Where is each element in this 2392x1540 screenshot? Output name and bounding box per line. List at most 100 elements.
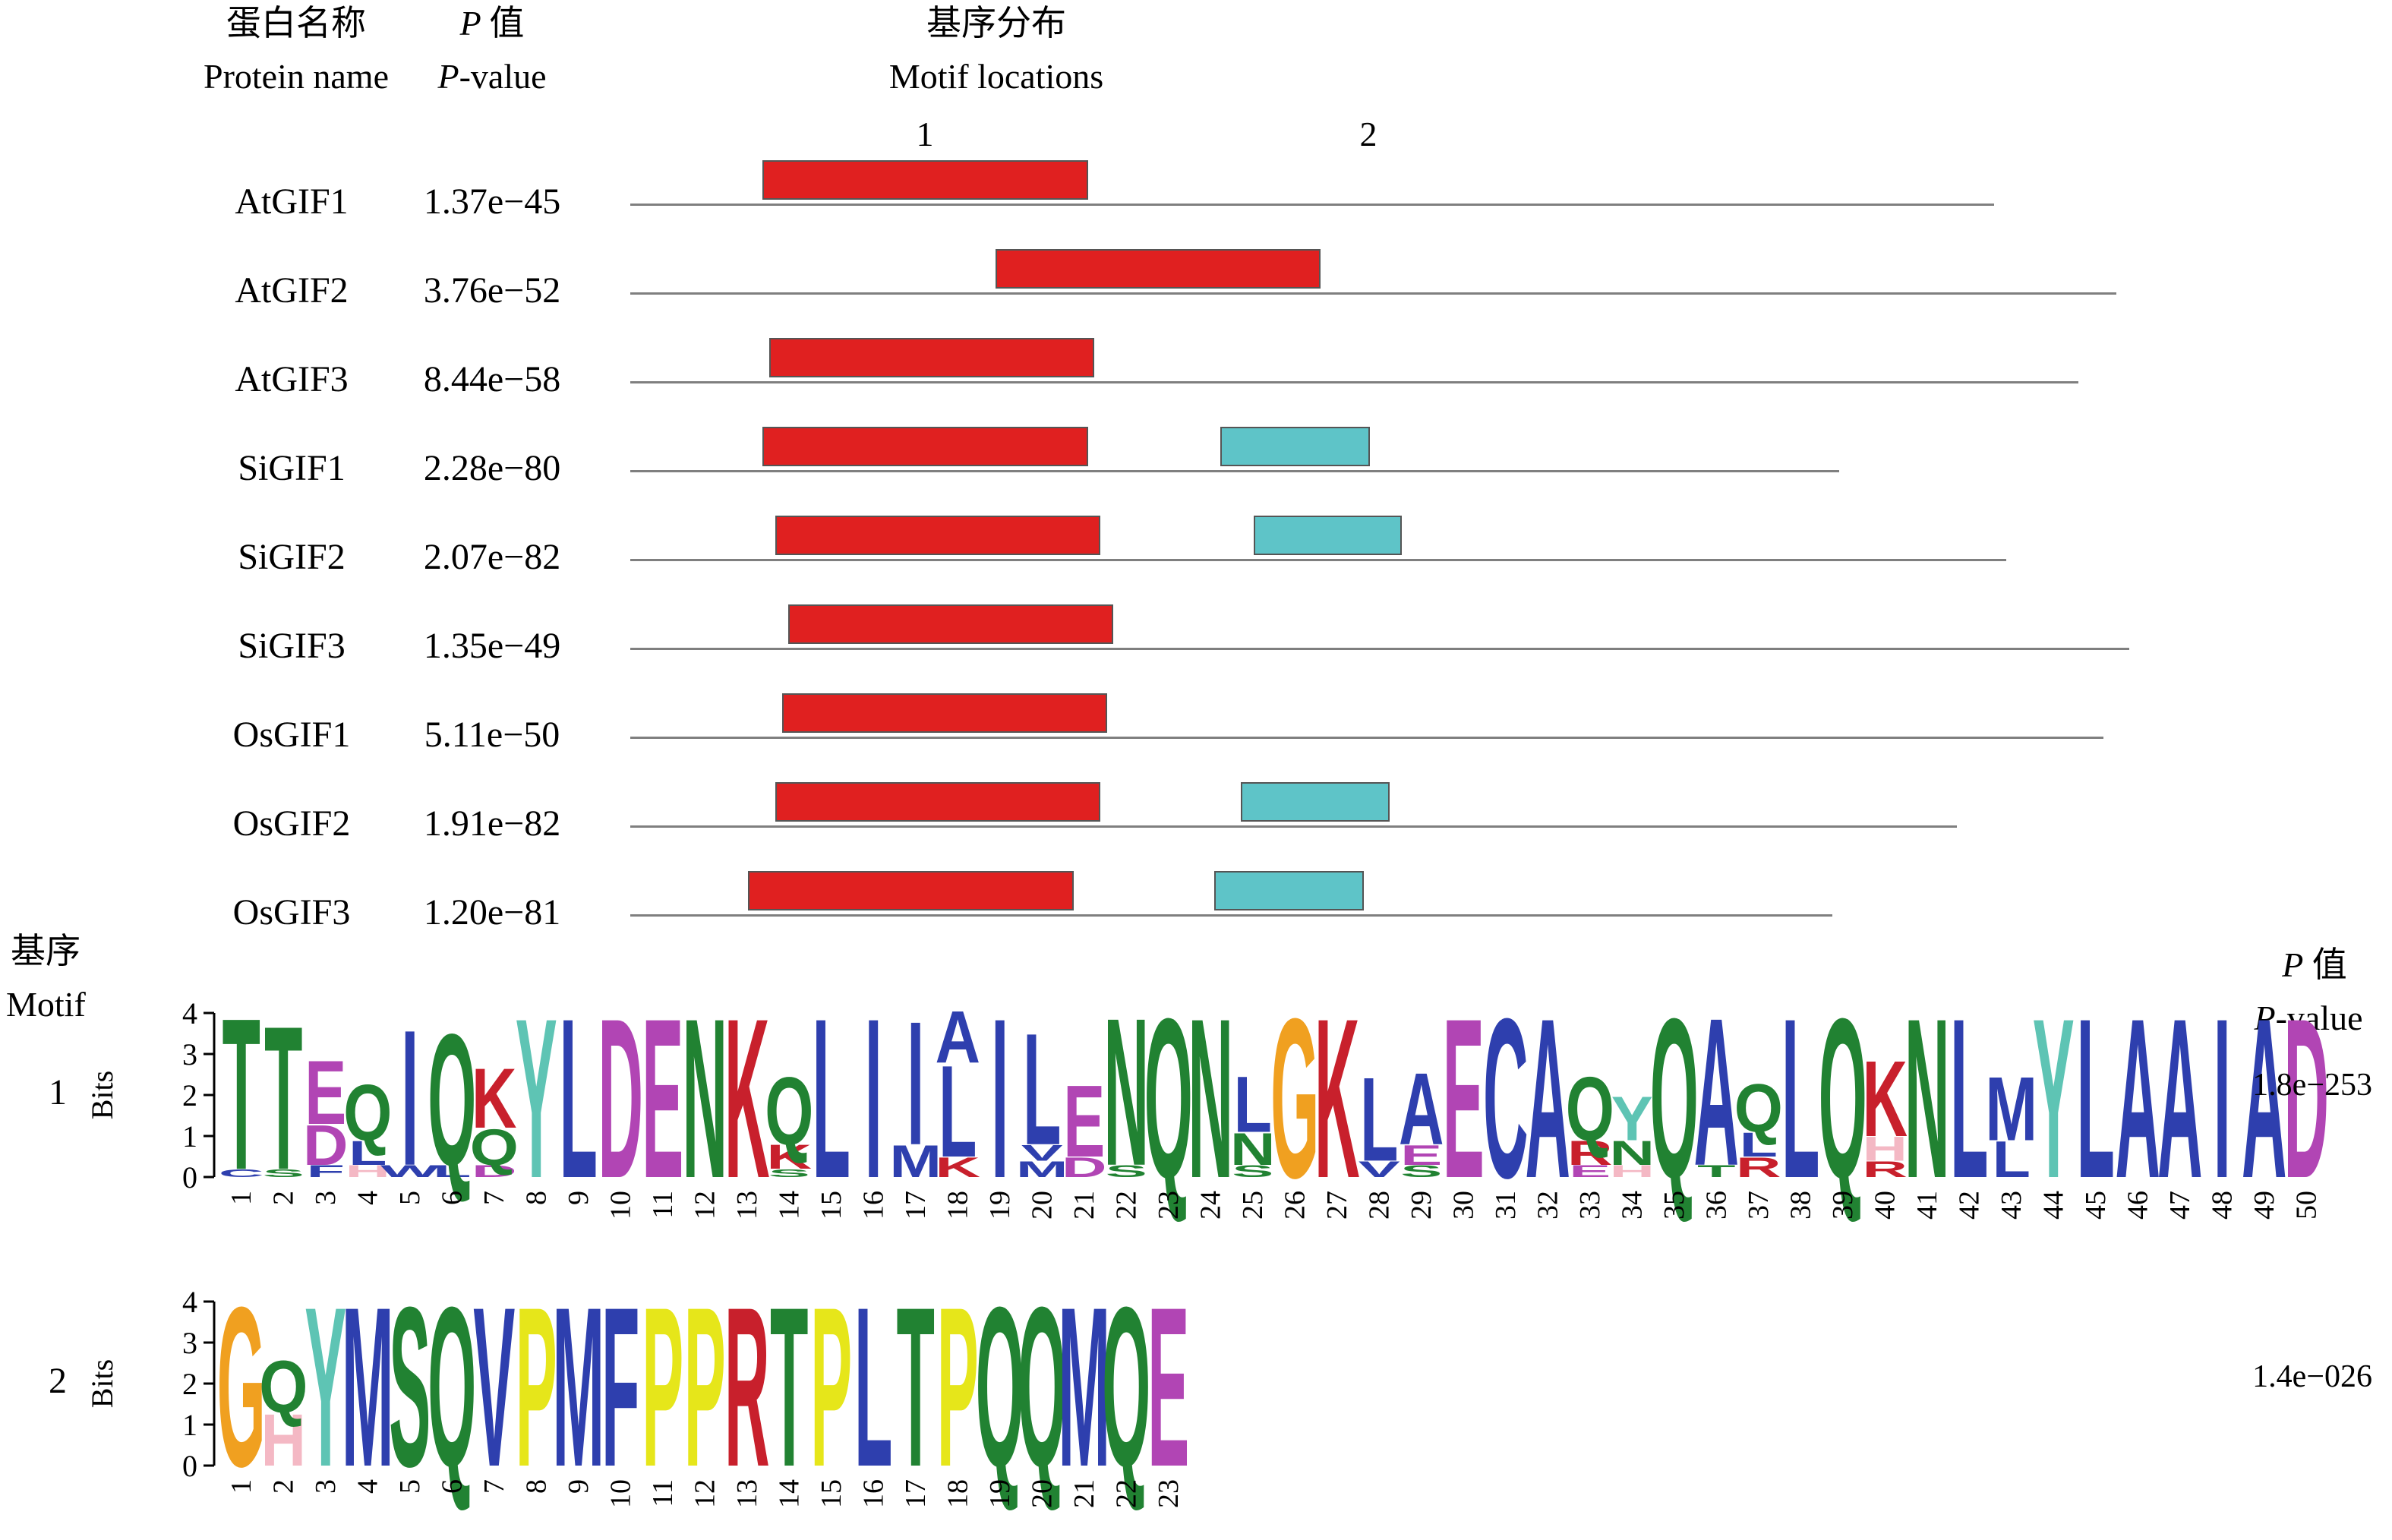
y-tick-label: 3 [182, 1326, 197, 1360]
logo-letter: D [2283, 971, 2329, 1226]
logo-letter: M [342, 1260, 394, 1514]
logo-letter: S [768, 1166, 810, 1179]
y-tick-label: 3 [182, 1037, 197, 1071]
x-tick-label: 15 [816, 1479, 847, 1508]
y-tick-label: 2 [182, 1078, 197, 1112]
logo-letter: Q [765, 1057, 813, 1166]
x-tick-label: 28 [1363, 1191, 1395, 1220]
protein-length-line [630, 292, 2117, 295]
x-tick-label: 25 [1237, 1191, 1269, 1220]
protein-pvalue: 3.76e−52 [423, 270, 561, 311]
motif-1-box [775, 516, 1101, 555]
logo-letter: M [1058, 1260, 1110, 1514]
x-tick-label: 10 [604, 1479, 636, 1508]
protein-length-line [630, 559, 2007, 561]
logo-letter: Q [1144, 971, 1193, 1226]
logo-letter: N [1188, 971, 1233, 1226]
logo-letter: N [1103, 975, 1149, 1210]
x-tick-label: 14 [773, 1191, 805, 1220]
logo-letter: R [724, 1260, 770, 1514]
x-tick-label: 6 [436, 1479, 468, 1494]
x-tick-label: 6 [436, 1191, 468, 1205]
logo-letter: A [935, 996, 980, 1078]
motif-1-box [775, 782, 1101, 822]
protein-name: OsGIF2 [232, 803, 351, 844]
logo-letter: C [219, 1166, 264, 1179]
x-tick-label: 18 [942, 1191, 974, 1220]
motif-1-box [748, 871, 1074, 910]
protein-pvalue: 8.44e−58 [423, 359, 561, 399]
logo-letter: P [642, 1260, 683, 1514]
protein-name: SiGIF2 [238, 537, 346, 577]
x-tick-label: 7 [478, 1191, 510, 1205]
logo-letter: Y [1611, 1084, 1653, 1153]
motif-1-box [762, 427, 1088, 466]
logo-letter: L [560, 971, 598, 1226]
logo-letter: P [937, 1260, 979, 1514]
bits-axis-label: Bits [85, 1071, 119, 1119]
motif-1-box [787, 604, 1114, 644]
logo-letter: M [889, 1137, 942, 1188]
y-tick-label: 1 [182, 1408, 197, 1442]
logo-letter: S [1400, 1162, 1442, 1181]
logo-letter: L [1740, 1126, 1778, 1164]
motif-label-zh: 基序 [11, 932, 80, 970]
logo-letter: L [1781, 971, 1819, 1226]
logo-letter: Q [428, 1260, 476, 1514]
x-tick-label: 5 [394, 1191, 426, 1205]
x-tick-label: 12 [689, 1191, 721, 1220]
header-pvalue-en: P-value [437, 57, 547, 96]
logo-letter: A [2242, 971, 2287, 1226]
logo-letter: H [1862, 1130, 1908, 1168]
protein-pvalue: 1.20e−81 [423, 892, 561, 933]
logo-motif-id: 2 [49, 1361, 67, 1401]
x-tick-label: 3 [310, 1479, 342, 1494]
x-tick-label: 13 [731, 1191, 763, 1220]
logo-letter: L [433, 1162, 471, 1181]
x-tick-label: 37 [1743, 1191, 1775, 1220]
logo-letter: H [260, 1400, 306, 1482]
logo-letter: V [473, 1260, 515, 1514]
logo-letter: W [380, 1162, 440, 1181]
x-tick-label: 3 [310, 1191, 342, 1205]
logo-letter: L [813, 971, 850, 1226]
logo-letter: N [1230, 1125, 1276, 1176]
x-tick-label: 47 [2164, 1191, 2196, 1220]
x-tick-label: 21 [1068, 1191, 1100, 1220]
protein-name: AtGIF3 [235, 359, 349, 399]
logo-letter: Q [1566, 1058, 1614, 1160]
x-tick-label: 24 [1194, 1191, 1226, 1220]
logo-letter: V [1021, 1141, 1063, 1166]
protein-length-line [630, 825, 1958, 828]
bits-axis-label: Bits [85, 1359, 119, 1408]
protein-name: OsGIF1 [232, 715, 351, 755]
logo-letter: Q [1650, 971, 1699, 1226]
protein-length-line [630, 470, 1839, 472]
logo-letter: L [1360, 1052, 1398, 1187]
logo-letter: Q [428, 996, 476, 1205]
logo-letter: Y [516, 971, 557, 1226]
x-tick-label: 1 [226, 1191, 257, 1205]
logo-letter: T [1697, 1162, 1735, 1181]
y-tick-label: 4 [182, 996, 197, 1030]
logo-letter: D [598, 971, 643, 1226]
x-tick-label: 19 [984, 1191, 1016, 1220]
x-tick-label: 9 [563, 1479, 595, 1494]
x-tick-label: 7 [478, 1479, 510, 1494]
y-tick-label: 0 [182, 1160, 197, 1194]
protein-pvalue: 1.35e−49 [423, 626, 561, 666]
x-tick-label: 30 [1447, 1191, 1479, 1220]
header-motif-locations-zh: 基序分布 [926, 4, 1066, 43]
logo-letter: K [1314, 971, 1360, 1226]
logo-letter: D [472, 1162, 517, 1181]
motif-1-box [768, 338, 1095, 377]
logo-letter: L [1993, 1131, 2031, 1188]
protein-name: AtGIF2 [235, 270, 349, 311]
logo-letter: D [303, 1113, 349, 1177]
x-tick-label: 32 [1532, 1191, 1564, 1220]
logo-letter: K [472, 1051, 517, 1146]
x-tick-label: 16 [857, 1191, 889, 1220]
logo-letter: Q [470, 1119, 519, 1176]
x-tick-label: 9 [563, 1191, 595, 1205]
